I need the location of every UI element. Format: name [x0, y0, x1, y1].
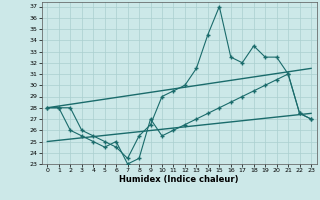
X-axis label: Humidex (Indice chaleur): Humidex (Indice chaleur): [119, 175, 239, 184]
